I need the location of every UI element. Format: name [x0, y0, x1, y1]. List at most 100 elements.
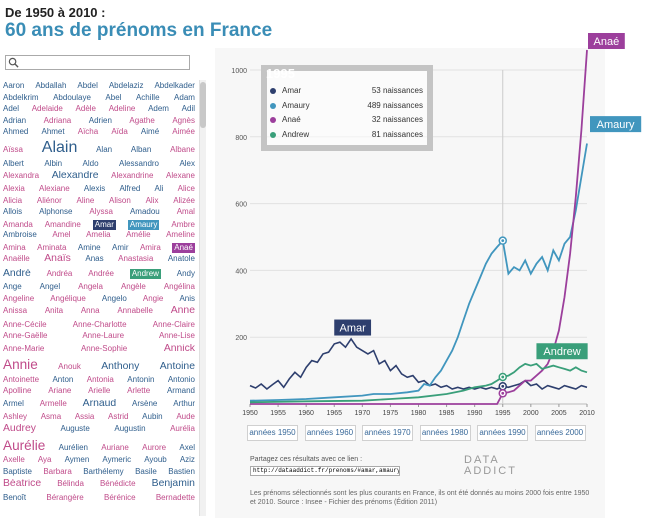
name-item[interactable]: Bérénice	[104, 493, 136, 502]
name-item[interactable]: Alexandra	[3, 171, 40, 180]
name-item[interactable]: Amélie	[126, 231, 151, 240]
name-item[interactable]: Ahmed	[3, 128, 29, 136]
name-item[interactable]: Abdallah	[35, 82, 67, 90]
name-item[interactable]: Alice	[177, 185, 195, 194]
name-item[interactable]: Antonio	[167, 375, 195, 384]
name-item[interactable]: Apolline	[3, 387, 32, 396]
name-item[interactable]: Alexane	[166, 171, 195, 180]
name-item[interactable]: Allois	[3, 208, 23, 217]
name-item[interactable]: Agathe	[129, 116, 155, 125]
name-item[interactable]: Amira	[139, 242, 161, 252]
scrollbar-thumb[interactable]	[200, 82, 206, 128]
name-item[interactable]: Aliénor	[36, 196, 62, 205]
name-item[interactable]: Alexiane	[39, 185, 70, 194]
name-item[interactable]: Anne-Gaëlle	[3, 332, 48, 341]
name-item[interactable]: Basile	[135, 467, 157, 476]
name-item[interactable]: Anouk	[58, 361, 81, 371]
name-item[interactable]: Arsène	[132, 398, 158, 408]
name-item[interactable]: Alessandro	[118, 159, 160, 168]
name-item[interactable]: Anissa	[3, 306, 28, 316]
name-item[interactable]: Angel	[39, 283, 61, 292]
name-item[interactable]: Armand	[166, 387, 195, 396]
name-item[interactable]: Armelle	[39, 398, 67, 408]
name-item[interactable]: Benoît	[3, 493, 27, 502]
name-item[interactable]: Anthony	[101, 360, 140, 372]
name-item[interactable]: Anne-Laure	[82, 332, 125, 341]
name-item[interactable]: Anaïs	[44, 254, 71, 265]
name-item[interactable]: Abdel	[77, 82, 98, 90]
name-item[interactable]: Ambre	[171, 219, 195, 229]
name-item[interactable]: Armel	[3, 398, 24, 408]
name-item[interactable]: Alicia	[3, 196, 23, 205]
name-item[interactable]: Barbara	[43, 467, 72, 476]
name-item[interactable]: Abel	[105, 93, 122, 102]
name-item[interactable]: Andy	[176, 268, 195, 278]
decade-button[interactable]: années 1950	[247, 425, 298, 441]
name-item[interactable]: Anas	[85, 254, 104, 264]
name-item[interactable]: Axelle	[3, 456, 25, 465]
name-item[interactable]: Albane	[170, 144, 195, 154]
name-item[interactable]: Anne-Charlotte	[72, 320, 127, 329]
name-item[interactable]: Angèle	[120, 283, 146, 292]
name-item[interactable]: Anita	[44, 306, 64, 316]
name-item[interactable]: Adrian	[3, 116, 27, 125]
name-item[interactable]: Anne-Lise	[158, 332, 195, 341]
name-item[interactable]: Angélique	[50, 294, 86, 303]
name-item[interactable]: Arthur	[173, 398, 195, 408]
name-item[interactable]: André	[3, 268, 31, 279]
name-item[interactable]: Amine	[77, 242, 101, 252]
name-item[interactable]: Alex	[179, 159, 195, 168]
name-item[interactable]: Amelia	[86, 231, 111, 240]
name-item[interactable]: Alan	[96, 144, 113, 154]
name-item[interactable]: Ahmet	[41, 128, 65, 136]
name-item[interactable]: Aminata	[37, 242, 67, 252]
name-item[interactable]: Amal	[176, 208, 195, 217]
name-item[interactable]: Audrey	[3, 424, 36, 435]
name-item[interactable]: Adel	[3, 105, 20, 113]
name-item[interactable]: Bélinda	[57, 479, 84, 489]
name-item[interactable]: Ange	[3, 283, 22, 292]
name-item[interactable]: Adil	[181, 105, 195, 113]
name-item[interactable]: Angelo	[101, 294, 127, 303]
name-item[interactable]: Adèle	[75, 105, 96, 113]
name-item[interactable]: Anne	[170, 306, 195, 317]
name-item[interactable]: Aymen	[64, 456, 90, 465]
decade-button[interactable]: années 1960	[304, 425, 356, 441]
name-item[interactable]: Alfred	[119, 185, 141, 194]
share-link-field[interactable]: http://dataaddict.fr/prenoms/#amar,amaur…	[250, 466, 400, 476]
name-item[interactable]: Anne-Cécile	[3, 320, 47, 329]
name-item[interactable]: Adem	[148, 105, 169, 113]
decade-button[interactable]: années 1970	[362, 425, 413, 441]
name-item[interactable]: Amanda	[3, 219, 33, 229]
name-item[interactable]: Amina	[3, 242, 26, 252]
name-item[interactable]: Baptiste	[3, 467, 32, 476]
name-item[interactable]: Adam	[174, 93, 195, 102]
name-item[interactable]: Annick	[163, 343, 195, 354]
name-item[interactable]: Alban	[130, 144, 152, 154]
name-item[interactable]: Ashley	[3, 412, 28, 421]
decade-button[interactable]: années 1990	[477, 425, 528, 441]
selected-name-item[interactable]: Amar	[92, 219, 116, 230]
name-item[interactable]: Anaëlle	[3, 254, 30, 264]
name-item[interactable]: Aymeric	[102, 456, 132, 465]
name-item[interactable]: Arlette	[127, 387, 151, 396]
name-item[interactable]: Ambroise	[3, 231, 37, 240]
name-item[interactable]: Alexis	[83, 185, 106, 194]
name-item[interactable]: Arielle	[88, 387, 111, 396]
name-item[interactable]: Bastien	[168, 467, 195, 476]
name-item[interactable]: Abdoulaye	[53, 93, 91, 102]
name-item[interactable]: Amandine	[44, 219, 81, 229]
name-item[interactable]: Aude	[176, 412, 195, 421]
name-item[interactable]: Annie	[3, 357, 38, 372]
name-item[interactable]: Alphonse	[39, 208, 73, 217]
name-item[interactable]: Ameline	[166, 231, 195, 240]
name-item[interactable]: Aurélien	[58, 442, 88, 452]
name-item[interactable]: Adeline	[108, 105, 136, 113]
name-item[interactable]: Alexandrine	[111, 171, 154, 180]
name-item[interactable]: Adelaide	[31, 105, 63, 113]
name-item[interactable]: Anne-Claire	[152, 320, 195, 329]
name-item[interactable]: Bernadette	[155, 493, 195, 502]
selected-name-item[interactable]: Amaury	[127, 219, 160, 230]
name-item[interactable]: Aline	[76, 196, 95, 205]
name-item[interactable]: Anton	[52, 375, 74, 384]
